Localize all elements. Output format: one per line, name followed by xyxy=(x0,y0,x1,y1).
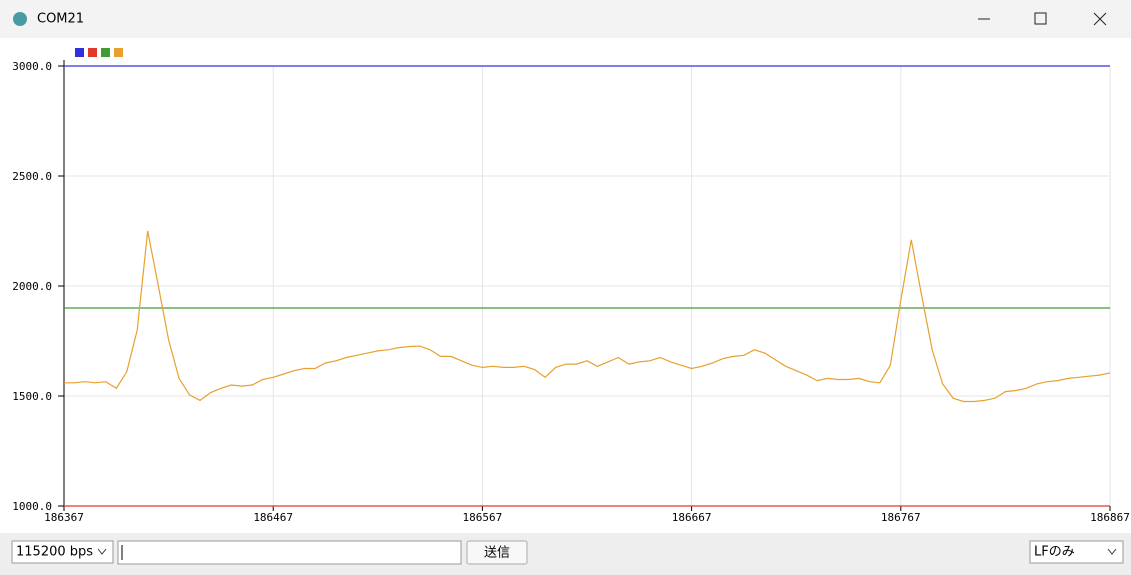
send-button[interactable] xyxy=(466,540,528,565)
maximize-button[interactable] xyxy=(1034,12,1047,25)
y-tick-label: 2000.0 xyxy=(12,280,52,293)
line-ending-label: LFのみ xyxy=(1034,545,1075,560)
y-tick-label: 1000.0 xyxy=(12,500,52,513)
x-tick-label: 186667 xyxy=(672,511,712,524)
baud-label: 115200 bps xyxy=(16,545,93,560)
y-tick-label: 2500.0 xyxy=(12,170,52,183)
close-button[interactable] xyxy=(1093,12,1107,26)
window-title: COM21 xyxy=(37,12,84,27)
y-tick-label: 1500.0 xyxy=(12,390,52,403)
baud-select[interactable] xyxy=(11,540,114,564)
y-tick-label: 3000.0 xyxy=(12,60,52,73)
send-input[interactable] xyxy=(117,540,462,565)
chart: 1000.0 1500.0 2000.0 2500.0 3000.0 186367 1864… xyxy=(12,48,1130,524)
legend-swatch xyxy=(101,48,110,57)
dropdown-arrow xyxy=(97,548,107,555)
x-tick-label: 186867 xyxy=(1090,511,1130,524)
x-tick-label: 186567 xyxy=(463,511,503,524)
x-tick-label: 186467 xyxy=(253,511,293,524)
legend-swatch xyxy=(114,48,123,57)
title-bar xyxy=(0,0,1131,38)
x-tick-label: 186767 xyxy=(881,511,921,524)
x-tick-label: 186367 xyxy=(44,511,84,524)
legend-swatch xyxy=(88,48,97,57)
series-line xyxy=(64,230,1111,403)
dropdown-arrow xyxy=(1107,548,1117,555)
app-icon xyxy=(13,12,27,26)
send-button-label: 送信 xyxy=(484,546,510,561)
legend-swatch xyxy=(75,48,84,57)
line-ending-select[interactable] xyxy=(1029,540,1124,564)
